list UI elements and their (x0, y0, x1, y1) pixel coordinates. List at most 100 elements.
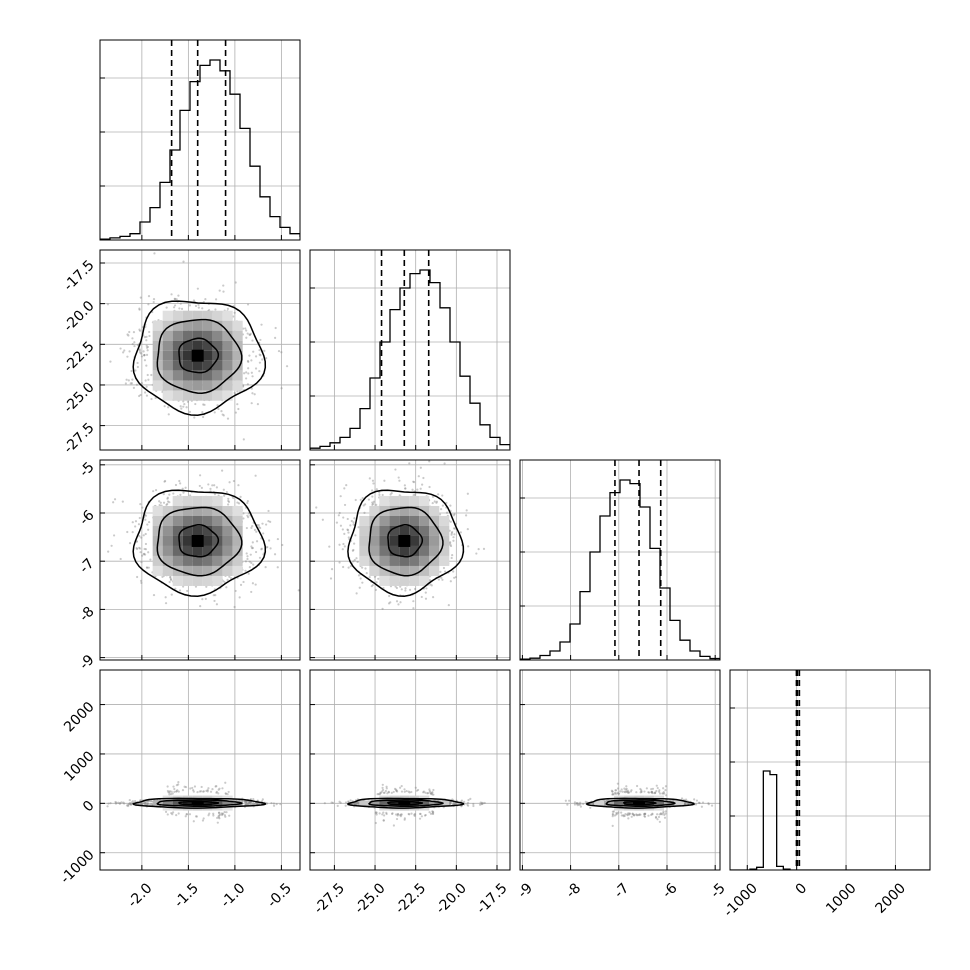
scatter-point (145, 339, 148, 342)
density-cell (152, 505, 163, 516)
scatter-point (117, 801, 120, 804)
contour-1 (156, 506, 243, 577)
scatter-point (357, 802, 360, 805)
scatter-point (250, 387, 253, 390)
scatter-point (163, 480, 166, 483)
scatter-point (253, 528, 257, 531)
scatter-point (664, 785, 668, 788)
scatter-point (144, 802, 147, 805)
scatter-point (128, 542, 132, 545)
scatter-point (209, 487, 212, 490)
scatter-point (356, 801, 359, 805)
scatter-point (251, 582, 254, 585)
scatter-point (611, 815, 614, 818)
density-cell (439, 515, 450, 526)
y-tick-label: -8 (76, 604, 97, 625)
panel-frame (309, 249, 511, 451)
density-cell (222, 515, 233, 526)
scatter-point (367, 498, 371, 501)
density-cell (152, 340, 163, 351)
scatter-point (353, 517, 356, 520)
scatter-point (331, 801, 334, 804)
density-cell (172, 390, 183, 401)
density-cell (152, 565, 163, 576)
scatter-point (250, 561, 253, 565)
scatter-point (170, 293, 173, 296)
scatter-point (167, 406, 170, 409)
scatter-point (215, 790, 218, 794)
scatter-point (414, 786, 417, 789)
density-cell (202, 525, 213, 536)
density-cell (369, 565, 380, 576)
scatter-point (407, 790, 410, 793)
scatter-point (171, 792, 174, 795)
scatter-point (140, 561, 143, 564)
scatter-point (122, 802, 126, 805)
contour-2 (178, 800, 220, 806)
scatter-point (707, 802, 710, 805)
scatter-point (248, 801, 251, 804)
scatter-point (612, 810, 615, 813)
contour-2 (386, 800, 424, 806)
scatter-point (149, 558, 152, 561)
scatter-point (159, 501, 162, 504)
y-tick-label: -5 (76, 459, 97, 480)
scatter-point (467, 804, 470, 807)
density-cell (222, 340, 233, 351)
scatter-point (246, 499, 249, 503)
scatter-point (106, 303, 110, 306)
scatter-point (431, 495, 435, 498)
scatter-point (201, 411, 204, 414)
scatter-point (146, 373, 149, 377)
scatter-point (656, 786, 659, 790)
scatter-point (84, 366, 86, 368)
scatter-point (654, 791, 657, 795)
density-cell (232, 370, 243, 381)
scatter-point (250, 545, 253, 548)
density-cell (439, 545, 450, 556)
density-cell (182, 370, 193, 381)
scatter-point (228, 575, 231, 578)
scatter-point (394, 585, 397, 588)
scatter-point (146, 803, 149, 806)
scatter-point (150, 800, 153, 803)
scatter-point (637, 813, 641, 817)
scatter-point (382, 819, 385, 822)
scatter-point (248, 800, 252, 804)
scatter-point (614, 791, 617, 794)
scatter-point (693, 798, 696, 801)
scatter-point (168, 791, 171, 794)
scatter-point (450, 556, 453, 560)
scatter-point (166, 813, 169, 816)
scatter-point (664, 788, 667, 792)
scatter-point (626, 791, 630, 794)
scatter-point (136, 575, 139, 579)
scatter-point (254, 367, 258, 370)
density-cell (419, 525, 430, 536)
density-cell (152, 320, 163, 331)
scatter-point (575, 802, 579, 805)
scatter-point (143, 802, 146, 806)
density-cell (202, 330, 213, 341)
density-map (359, 495, 450, 586)
scatter-point (664, 812, 667, 815)
scatter-point (168, 493, 171, 496)
scatter-point (400, 588, 403, 591)
density-peak (633, 801, 646, 806)
density-cell (172, 555, 183, 566)
density-cell (399, 505, 410, 516)
scatter-point (651, 791, 654, 795)
scatter-point (214, 298, 218, 301)
scatter-point (132, 386, 135, 390)
scatter-point (248, 566, 251, 569)
density-cell (222, 535, 233, 546)
scatter-point (359, 577, 362, 580)
scatter-point (404, 487, 407, 490)
scatter-point (213, 599, 216, 603)
density-cell (192, 380, 203, 391)
scatter-point (390, 492, 393, 495)
scatter-point (140, 581, 143, 585)
density-cell (182, 495, 193, 506)
scatter-point (432, 793, 435, 796)
scatter-point (179, 302, 182, 305)
